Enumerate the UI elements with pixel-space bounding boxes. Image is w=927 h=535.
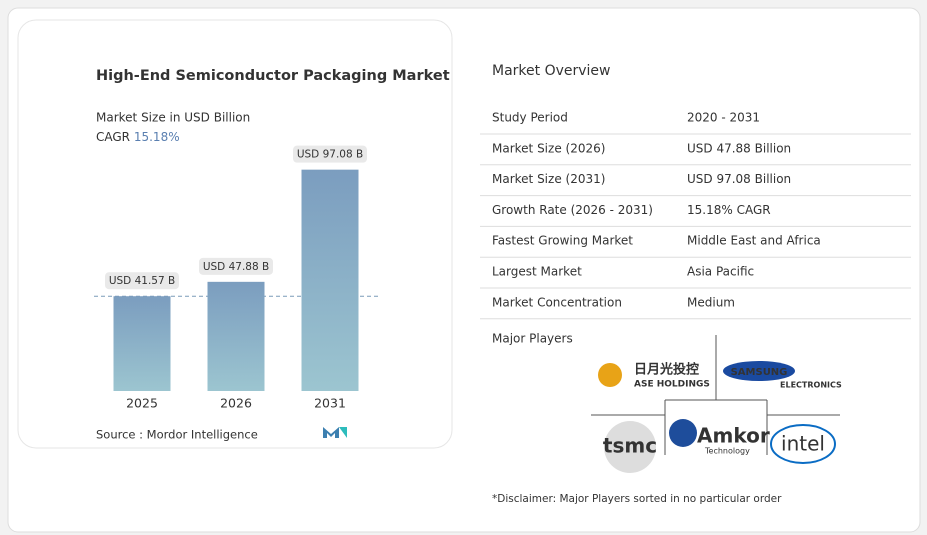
row-label: Market Size (2026)	[492, 141, 605, 155]
samsung-logo	[723, 361, 795, 381]
cagr-value: 15.18%	[134, 130, 180, 144]
bar	[113, 296, 171, 391]
x-tick-label: 2031	[314, 396, 346, 411]
source: Source : Mordor Intelligence	[96, 428, 258, 442]
row-label: Largest Market	[492, 265, 582, 279]
tsmc-logo	[604, 421, 656, 473]
row-value: 15.18% CAGR	[687, 203, 771, 217]
row-label: Fastest Growing Market	[492, 234, 633, 248]
row-label: Market Size (2031)	[492, 172, 605, 186]
players-title: Major Players	[492, 332, 573, 346]
samsung-sub: ELECTRONICS	[780, 381, 842, 390]
row-value: Medium	[687, 295, 735, 309]
cagr-label: CAGR	[96, 130, 130, 144]
chart-title-text: High-End Semiconductor Packaging Market	[96, 68, 450, 84]
chart-title: High-End Semiconductor Packaging Market	[96, 68, 450, 84]
ase-name: ASE HOLDINGS	[634, 380, 710, 390]
row-value: USD 97.08 Billion	[687, 172, 791, 186]
bar	[207, 281, 265, 391]
overview-title: Market Overview	[492, 63, 611, 79]
cagr: CAGR 15.18%	[96, 130, 180, 144]
ase-logo	[598, 363, 622, 387]
ase-cn: 日月光投控	[634, 362, 699, 378]
value-label: USD 41.57 B	[109, 275, 175, 287]
chart-subtitle: Market Size in USD Billion	[96, 111, 250, 125]
intel-logo	[770, 424, 836, 464]
row-label: Market Concentration	[492, 295, 622, 309]
row-label: Growth Rate (2026 - 2031)	[492, 203, 653, 217]
value-label: USD 97.08 B	[297, 149, 363, 161]
row-value: 2020 - 2031	[687, 111, 760, 125]
samsung-name: SAMSUNG	[731, 367, 788, 378]
disclaimer: *Disclaimer: Major Players sorted in no …	[492, 493, 782, 505]
amkor-sub: Technology	[704, 447, 750, 456]
value-label-box	[105, 272, 179, 290]
intel-name: intel	[781, 432, 825, 456]
x-tick-label: 2025	[126, 396, 158, 411]
row-value: Asia Pacific	[687, 265, 754, 279]
amkor-logo	[669, 419, 697, 447]
x-tick-label: 2026	[220, 396, 252, 411]
row-value: USD 47.88 Billion	[687, 141, 791, 155]
row-label: Study Period	[492, 111, 568, 125]
mi-logo	[323, 427, 347, 438]
row-value: Middle East and Africa	[687, 234, 821, 248]
player-grid	[591, 335, 840, 455]
value-label-box	[293, 145, 367, 163]
tsmc-name: tsmc	[603, 434, 657, 458]
value-label: USD 47.88 B	[203, 261, 269, 273]
value-label-box	[199, 257, 273, 275]
bar	[301, 169, 359, 391]
amkor-name: Amkor	[697, 424, 770, 448]
